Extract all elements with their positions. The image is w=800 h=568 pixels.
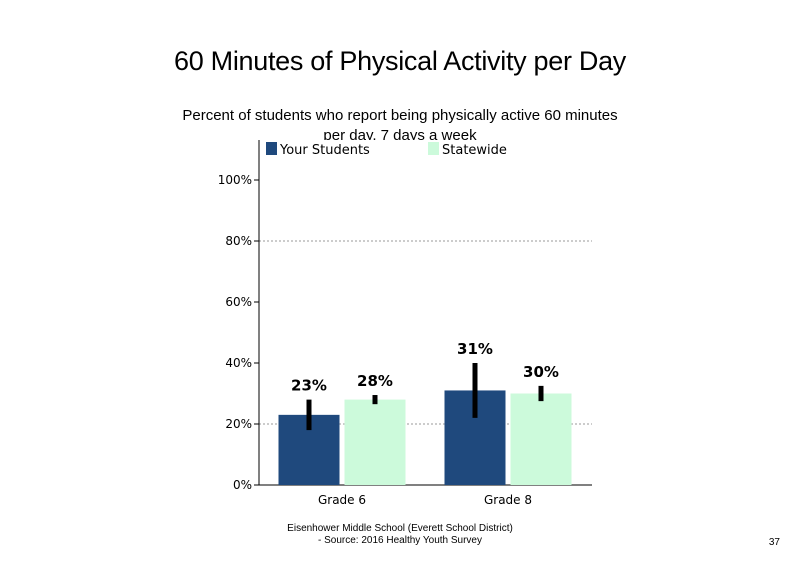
x-tick-label: Grade 6 <box>318 493 366 507</box>
legend-label: Statewide <box>442 143 507 158</box>
legend-swatch <box>428 142 439 155</box>
chart-title: 60 Minutes of Physical Activity per Day <box>174 46 626 76</box>
y-tick-label: 100% <box>218 173 252 187</box>
chart-subtitle: Percent of students who report being phy… <box>182 107 618 140</box>
data-label: 30% <box>523 363 559 381</box>
data-label: 23% <box>291 377 327 395</box>
bar <box>510 393 572 485</box>
legend: Your Students Statewide <box>266 142 507 158</box>
y-axis-ticks: 0% 20% 40% 60% 80% 100% <box>218 173 259 492</box>
legend-label: Your Students <box>279 143 370 158</box>
data-labels: 23% 28% 31% 30% <box>291 340 559 395</box>
y-tick-label: 0% <box>233 478 252 492</box>
data-label: 28% <box>357 372 393 390</box>
bars <box>278 390 572 485</box>
x-tick-label: Grade 8 <box>484 493 532 507</box>
error-bars <box>306 363 544 431</box>
bar <box>344 399 406 485</box>
legend-swatch <box>266 142 277 155</box>
data-label: 31% <box>457 340 493 358</box>
y-tick-label: 40% <box>225 356 252 370</box>
y-tick-label: 80% <box>225 234 252 248</box>
x-axis-ticks: Grade 6 Grade 8 <box>318 493 532 507</box>
footer-line-2: - Source: 2016 Healthy Youth Survey <box>318 535 482 546</box>
y-tick-label: 20% <box>225 417 252 431</box>
footer-source: Eisenhower Middle School (Everett School… <box>230 523 570 547</box>
footer-line-1: Eisenhower Middle School (Everett School… <box>287 523 513 534</box>
page-number: 37 <box>768 537 780 548</box>
y-tick-label: 60% <box>225 295 252 309</box>
